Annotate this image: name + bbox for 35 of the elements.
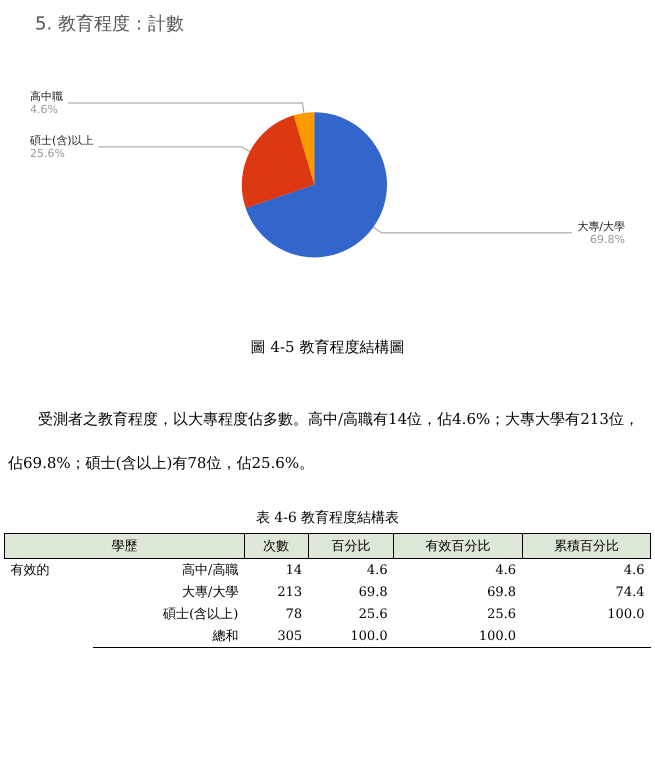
text: 14 xyxy=(284,562,304,580)
text: 4.6 xyxy=(366,562,389,580)
text: 大專/大學 xyxy=(180,584,240,602)
text: 表 4-6 教育程度結構表 xyxy=(254,509,400,527)
text: 74.4 xyxy=(614,584,646,602)
data-label: 69.8% xyxy=(590,232,625,246)
text: 100.0 xyxy=(308,625,394,648)
text: 305 xyxy=(244,625,308,648)
text: 學歷 xyxy=(4,534,244,558)
text: 4.6 xyxy=(494,562,518,580)
text: 有效的 xyxy=(10,562,50,580)
text: 有效百分比 xyxy=(394,534,522,558)
text: 213 xyxy=(276,584,304,602)
slice-label: 大專/大學 xyxy=(577,220,625,233)
slice-label: 碩士(含)以上 xyxy=(29,134,94,147)
text: 25.6 xyxy=(486,606,518,624)
text: 100.0 xyxy=(394,625,522,648)
data-label: 4.6% xyxy=(30,103,58,116)
text: 百分比 xyxy=(308,534,394,558)
text: 次數 xyxy=(244,534,308,558)
text: 69.8 xyxy=(486,584,518,602)
chart-title: 5. 教育程度：計數 xyxy=(35,14,184,34)
text: 4.6 xyxy=(622,562,646,580)
text: 總和 xyxy=(93,625,244,648)
text: 累積百分比 xyxy=(522,534,650,558)
text: 25.6 xyxy=(358,606,389,624)
text: 69.8 xyxy=(358,584,389,602)
text: 100.0 xyxy=(606,606,646,624)
data-label: 25.6% xyxy=(30,146,65,160)
text: 78 xyxy=(284,606,304,624)
text: 受測者之教育程度，以大專程度佔多數。高中/高職有14位，佔4.6%；大專大學有213位，佔69.8%；碩士(含以上)有78位，佔25.6%。 xyxy=(8,410,639,472)
caption: 圖 4-5 教育程度結構圖 xyxy=(250,338,406,357)
slice-label: 高中職 xyxy=(30,90,63,104)
text: 碩士(含以上) xyxy=(162,606,240,624)
text: 高中/高職 xyxy=(180,562,240,580)
